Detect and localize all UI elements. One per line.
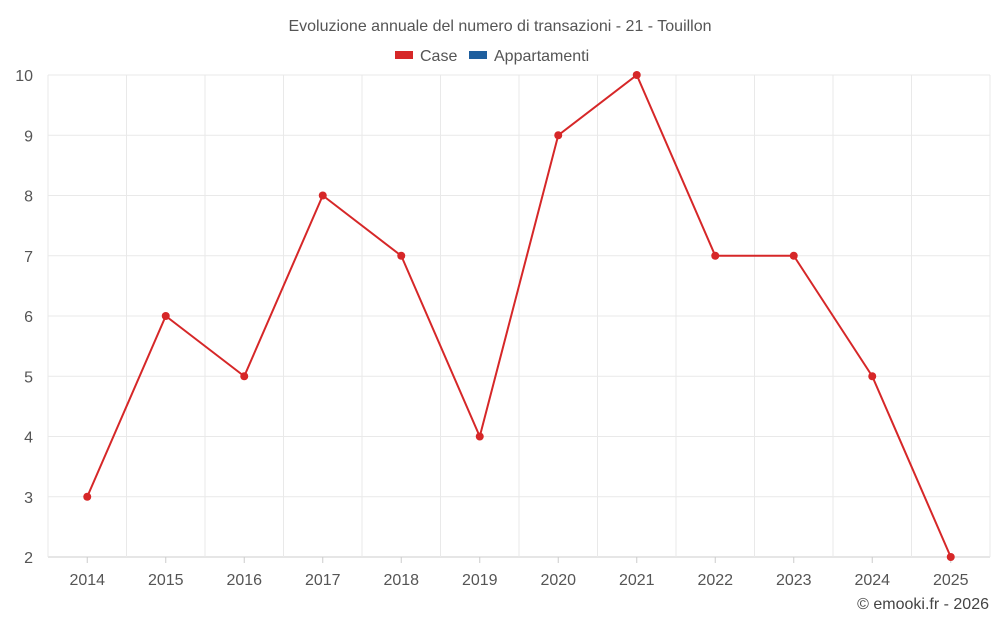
data-point-2014[interactable] [83,492,92,501]
data-point-2021[interactable] [632,71,641,79]
y-tick-label-5: 5 [24,369,33,386]
data-point-2017[interactable] [318,191,327,200]
x-tick-label-2017: 2017 [305,572,341,589]
legend: Case Appartamenti [395,48,589,65]
x-tick-label-2022: 2022 [697,572,733,589]
y-axis: 2 3 4 5 6 7 8 9 10 [15,68,33,567]
data-point-2016[interactable] [240,372,249,381]
y-tick-label-6: 6 [24,309,33,326]
legend-item-appartamenti[interactable]: Appartamenti [469,48,589,65]
x-tick-label-2014: 2014 [69,572,105,589]
data-point-2019[interactable] [475,432,484,441]
data-point-2024[interactable] [868,372,877,381]
x-tick-label-2015: 2015 [148,572,184,589]
series-case [83,71,955,561]
y-tick-label-3: 3 [24,490,33,507]
legend-label-case: Case [420,48,457,65]
y-tick-label-7: 7 [24,249,33,266]
gridlines [47,74,991,558]
data-point-2015[interactable] [161,312,170,320]
y-tick-label-8: 8 [24,189,33,206]
data-point-2025[interactable] [946,553,955,561]
data-point-2022[interactable] [711,251,720,260]
chart-title: Evoluzione annuale del numero di transaz… [288,18,711,35]
legend-swatch-appartamenti [469,51,487,59]
x-tick-label-2024: 2024 [854,572,890,589]
x-tick-label-2025: 2025 [933,572,969,589]
data-point-2018[interactable] [397,251,406,260]
x-tick-label-2021: 2021 [619,572,655,589]
y-tick-label-4: 4 [24,430,33,447]
data-point-2023[interactable] [789,251,798,260]
x-tick-label-2016: 2016 [226,572,262,589]
y-tick-label-9: 9 [24,128,33,145]
legend-label-appartamenti: Appartamenti [494,48,589,65]
x-tick-label-2019: 2019 [462,572,498,589]
x-axis: 2014 2015 2016 2017 2018 2019 2020 2021 2022 2023… [69,557,969,589]
series-line-0 [86,74,952,558]
legend-swatch-case [395,51,413,59]
y-tick-label-2: 2 [24,550,33,567]
credit-text: © emooki.fr - 2026 [857,596,989,613]
x-tick-label-2020: 2020 [540,572,576,589]
x-tick-label-2018: 2018 [383,572,419,589]
data-point-2020[interactable] [554,131,563,140]
x-tick-label-2023: 2023 [776,572,812,589]
y-tick-label-10: 10 [15,68,33,85]
legend-item-case[interactable]: Case [395,48,457,65]
